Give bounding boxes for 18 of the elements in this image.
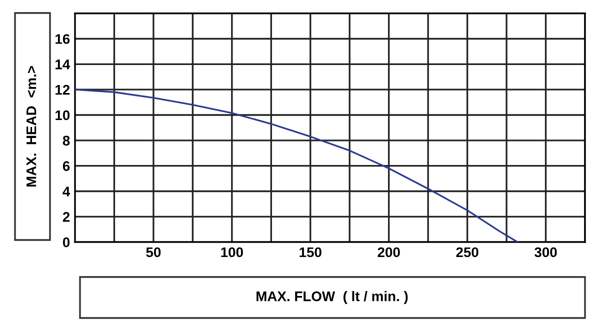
y-tick-label: 8 <box>62 136 70 146</box>
y-tick-label: 4 <box>62 186 70 196</box>
x-tick-label: 250 <box>456 247 478 258</box>
y-tick-label: 2 <box>62 212 70 222</box>
y-tick-label: 12 <box>56 84 70 95</box>
y-tick-label: 16 <box>56 34 70 44</box>
x-tick-label: 300 <box>534 247 557 258</box>
line-series <box>75 88 518 242</box>
y-axis-title: MAX. HEAD <m.> <box>26 66 36 187</box>
x-tick-label: 50 <box>146 247 161 258</box>
x-axis-title: MAX. FLOW ( lt / min. ) <box>256 291 408 304</box>
x-tick-label: 150 <box>300 247 322 258</box>
y-tick-label: 0 <box>62 237 70 248</box>
y-tick-label: 10 <box>56 110 70 120</box>
x-tick-label: 200 <box>378 247 400 258</box>
x-tick-label: 100 <box>221 247 243 258</box>
y-tick-label: 14 <box>56 60 70 70</box>
y-tick-label: 6 <box>62 161 70 172</box>
